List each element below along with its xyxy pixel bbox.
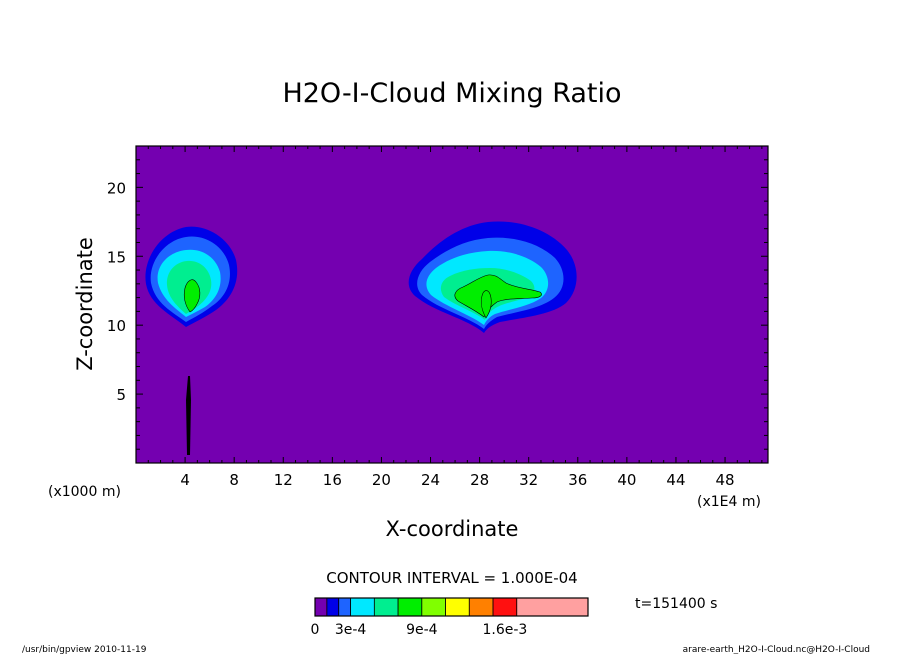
colorbar-bin <box>373 597 399 617</box>
plot-area <box>135 145 769 464</box>
colorbar-label: 9e-4 <box>406 622 438 638</box>
footer-right: arare-earth_H2O-I-Cloud.nc@H2O-I-Cloud <box>683 645 870 654</box>
colorbar-bin <box>326 597 340 617</box>
y-tick-label: 15 <box>107 248 126 266</box>
cloud-right <box>408 221 577 333</box>
x-tick-label: 24 <box>421 471 440 489</box>
x-tick-label: 8 <box>229 471 239 489</box>
x-tick-label: 48 <box>716 471 735 489</box>
colorbar-bin <box>516 597 589 617</box>
x-tick-label: 28 <box>470 471 489 489</box>
colorbar-label: 3e-4 <box>335 622 367 638</box>
colorbar-label: 1.6e-3 <box>482 622 527 638</box>
plot-frame <box>135 145 769 464</box>
y-axis-label: Z-coordinate <box>73 237 97 371</box>
x-tick-label: 40 <box>617 471 636 489</box>
colorbar <box>314 597 589 617</box>
y-tick-label: 5 <box>116 386 126 404</box>
cloud-right-level-6 <box>481 290 492 319</box>
contour-interval-text: CONTOUR INTERVAL = 1.000E-04 <box>326 569 577 587</box>
x-unit-right: (x1E4 m) <box>697 494 761 510</box>
colorbar-bin <box>314 597 328 617</box>
vertical-streak-shape <box>186 376 191 455</box>
x-tick-label: 16 <box>323 471 342 489</box>
x-tick-label: 12 <box>274 471 293 489</box>
colorbar-labels: 0 3e-4 9e-4 1.6e-3 <box>311 622 528 638</box>
time-text: t=151400 s <box>635 596 717 612</box>
x-tick-label: 20 <box>372 471 391 489</box>
y-axis: 5 10 15 20 <box>107 145 768 464</box>
colorbar-bin <box>492 597 518 617</box>
colorbar-label: 0 <box>311 622 320 638</box>
x-tick-label: 32 <box>519 471 538 489</box>
x-unit-left: (x1000 m) <box>48 484 121 500</box>
colorbar-bin <box>445 597 470 617</box>
footer-left: /usr/bin/gpview 2010-11-19 <box>22 645 147 654</box>
colorbar-bin <box>350 597 375 617</box>
colorbar-bin <box>338 597 352 617</box>
y-tick-label: 10 <box>107 317 126 335</box>
vertical-streak <box>186 376 191 455</box>
x-tick-label: 44 <box>666 471 685 489</box>
x-axis: 4 8 12 16 20 24 28 32 36 40 44 48 <box>135 146 763 489</box>
x-axis-label: X-coordinate <box>386 517 519 541</box>
cloud-right-level-5 <box>454 274 542 318</box>
y-tick-label: 20 <box>107 179 126 197</box>
colorbar-frame <box>314 597 589 617</box>
colorbar-bin <box>468 597 494 617</box>
x-tick-label: 4 <box>180 471 190 489</box>
chart-title: H2O-I-Cloud Mixing Ratio <box>282 78 621 109</box>
x-tick-label: 36 <box>568 471 587 489</box>
cloud-left-level-5 <box>183 279 201 313</box>
colorbar-bin <box>421 597 446 617</box>
colorbar-bin <box>397 597 423 617</box>
cloud-left <box>145 226 238 327</box>
